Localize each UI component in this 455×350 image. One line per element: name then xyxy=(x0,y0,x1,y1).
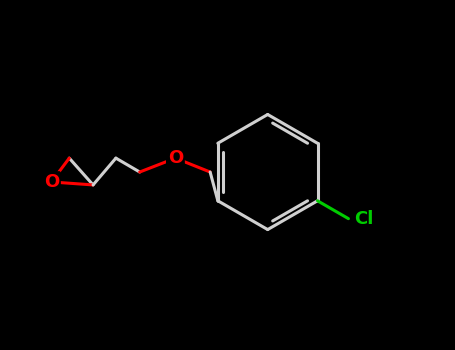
Text: Cl: Cl xyxy=(354,210,374,228)
Text: O: O xyxy=(168,149,183,167)
Text: O: O xyxy=(44,173,59,191)
